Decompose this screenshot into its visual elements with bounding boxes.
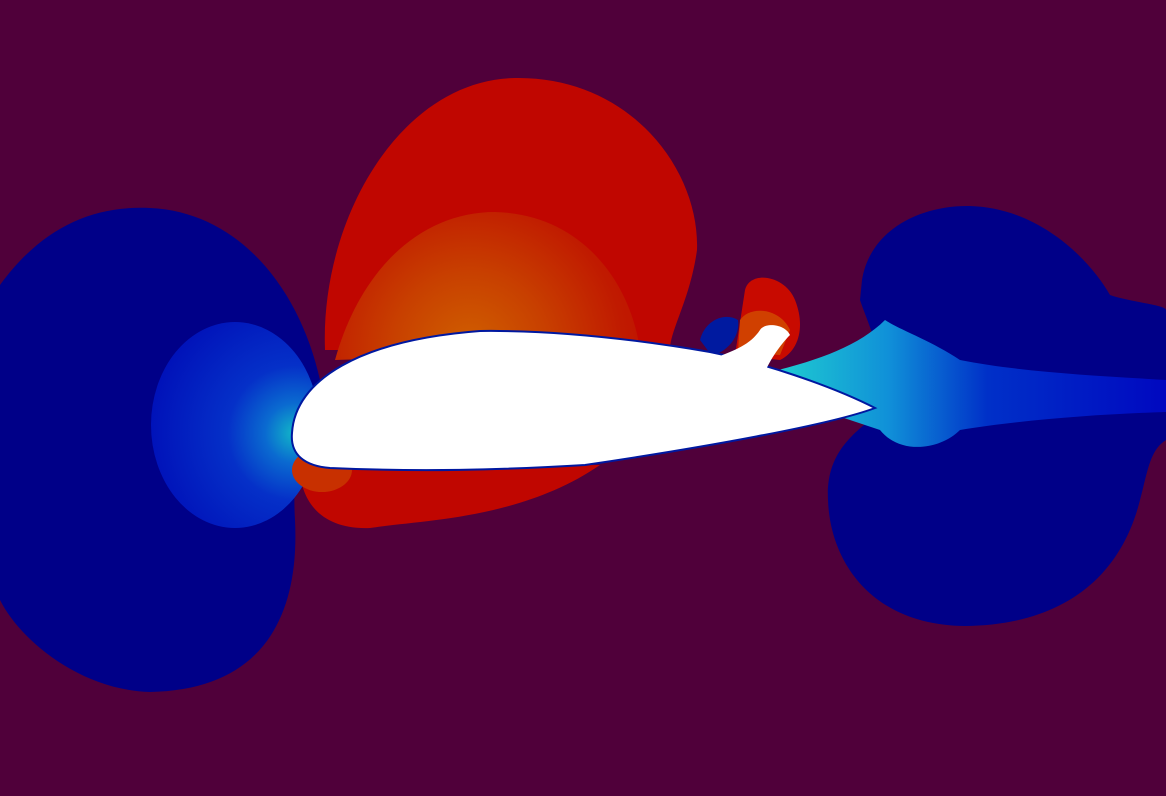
high-core <box>335 212 640 360</box>
stagnation-region <box>151 322 319 528</box>
flap-low <box>700 316 739 356</box>
flap <box>715 325 790 372</box>
wake <box>770 320 1166 447</box>
airfoil <box>290 329 878 472</box>
